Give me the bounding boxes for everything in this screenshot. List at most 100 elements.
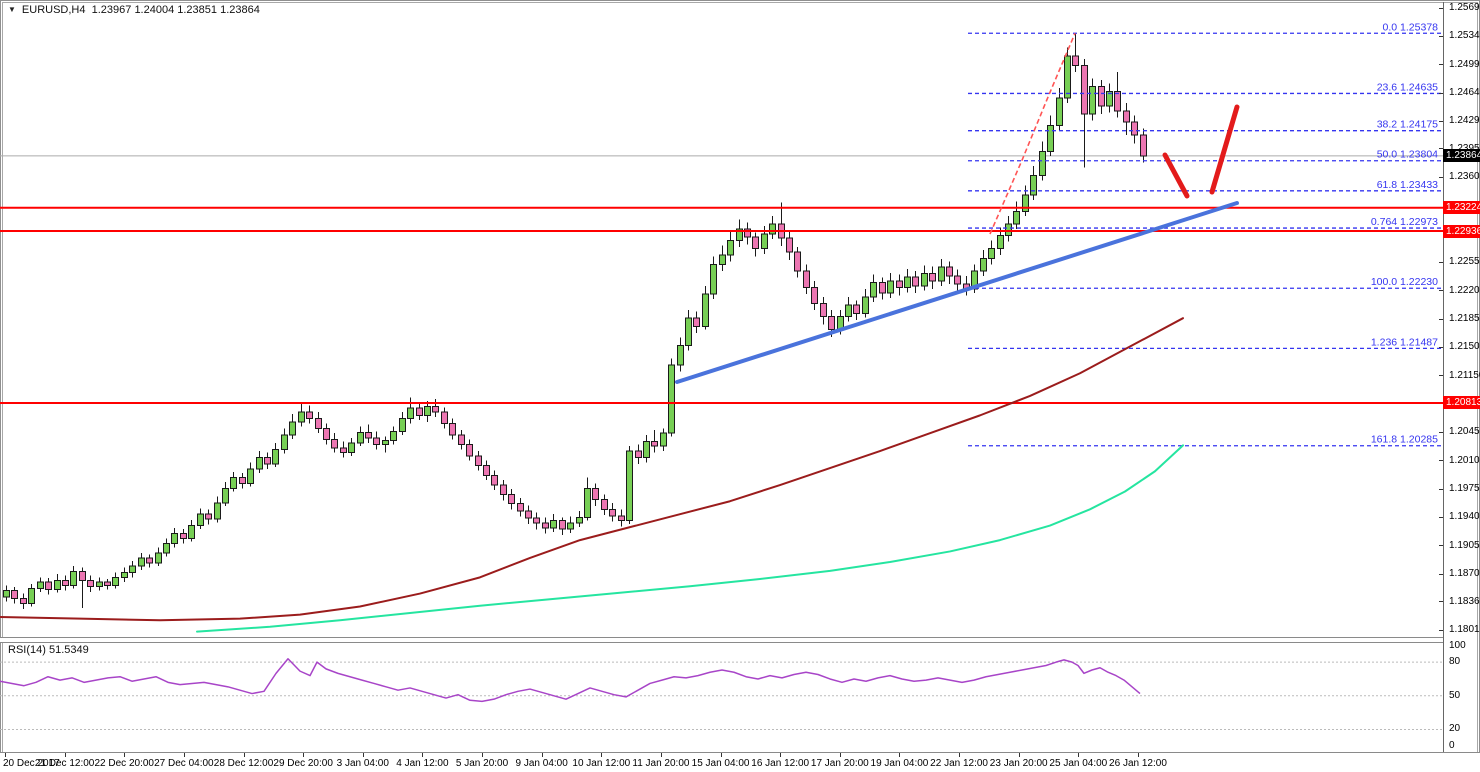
main-chart-canvas[interactable]: 0.0 1.25378 23.6 1.24635 38.2 1.24175 50.0 … [0, 0, 1445, 637]
candle-bear [542, 522, 549, 529]
price-tick-label: 1.19400 [1449, 511, 1480, 523]
candle-bear [373, 437, 380, 446]
candle-bear [331, 439, 338, 449]
price-tick-label: 1.22550 [1449, 256, 1480, 268]
candle-bear [744, 228, 751, 238]
time-tick-label: 23 Jan 20:00 [989, 758, 1048, 769]
candle-bull [138, 557, 145, 567]
symbol-period-label: EURUSD,H4 [21, 4, 86, 16]
candle-bull [1056, 97, 1063, 126]
candle-bear [104, 581, 111, 586]
price-tick-mark [1439, 120, 1443, 122]
candle-bear [693, 317, 700, 327]
time-tick-mark [5, 753, 6, 757]
price-tick-label: 1.18700 [1449, 568, 1480, 580]
rsi-panel-canvas[interactable] [0, 641, 1445, 752]
time-tick-mark [362, 753, 364, 757]
price-tick-mark [1439, 573, 1443, 575]
time-tick-mark [839, 753, 841, 757]
candle-bull [399, 418, 406, 433]
time-tick-mark [1137, 753, 1139, 757]
candle-bull [685, 317, 692, 347]
candle-bull [197, 513, 204, 527]
candle-bull [54, 580, 61, 591]
price-tick-mark [1439, 460, 1443, 462]
ma-slow-line [0, 317, 1184, 622]
candle-bear [315, 418, 322, 429]
price-tick-label: 1.18360 [1449, 595, 1480, 607]
candle-bear [559, 520, 566, 530]
price-tick-label: 1.21150 [1449, 369, 1480, 381]
candle-bull [550, 520, 557, 529]
candle-bull [214, 502, 221, 520]
candle-bull [155, 552, 162, 564]
time-tick-mark [780, 753, 782, 757]
candle-bull [626, 450, 633, 522]
time-tick-label: 20 Dec 2017 [3, 758, 60, 769]
chart-title-bar: ▼ EURUSD,H4 1.23967 1.24004 1.23851 1.238… [8, 4, 260, 18]
candles-series [3, 33, 1147, 609]
candle-bull [37, 581, 44, 590]
time-tick-mark [422, 753, 424, 757]
price-tick-mark [1439, 261, 1443, 263]
candle-bear [786, 237, 793, 253]
price-tick-label: 1.24290 [1449, 115, 1480, 127]
rally-dashed-line[interactable] [989, 32, 1076, 235]
rsi-axis-label: 80 [1449, 656, 1461, 668]
candle-bear [340, 447, 347, 454]
candle-bear [264, 456, 271, 465]
projection-arrow[interactable] [1162, 152, 1190, 199]
time-tick-label: 27 Dec 04:00 [154, 758, 214, 769]
candle-bull [980, 257, 987, 272]
candle-bull [988, 248, 995, 259]
time-tick-label: 9 Jan 04:00 [515, 758, 568, 769]
price-tick-mark [1439, 516, 1443, 518]
candle-bear [180, 533, 187, 539]
candle-bull [761, 233, 768, 250]
candle-bull [3, 589, 10, 598]
candle-bull [938, 266, 945, 282]
candle-bull [1030, 175, 1037, 196]
candle-bull [230, 477, 237, 489]
time-tick-mark [899, 753, 901, 757]
time-tick-label: 3 Jan 04:00 [336, 758, 389, 769]
price-tick-label: 1.23950 [1449, 143, 1480, 155]
time-axis[interactable]: 20 Dec 2017 21 Dec 12:00 22 Dec 20:00 27 De… [0, 752, 1480, 772]
time-tick-label: 15 Jan 04:00 [691, 758, 750, 769]
candle-bear [87, 580, 94, 587]
candle-bull [887, 280, 894, 294]
candle-bull [660, 432, 667, 447]
trendline[interactable] [675, 201, 1239, 385]
time-tick-label: 22 Jan 12:00 [930, 758, 988, 769]
candle-bull [1022, 194, 1029, 212]
price-tick-mark [1439, 629, 1443, 631]
projection-arrow[interactable] [1209, 104, 1240, 195]
candle-bull [727, 239, 734, 256]
candle-bull [1064, 55, 1071, 99]
candle-bull [997, 235, 1004, 250]
candle-bear [323, 427, 330, 441]
candle-bull [289, 421, 296, 436]
panel-splitter[interactable] [0, 637, 1443, 643]
candle-bull [643, 440, 650, 458]
fib-level-label: 0.0 1.25378 [1383, 21, 1439, 33]
price-tick-label: 1.25690 [1449, 2, 1480, 13]
rsi-value: 51.5349 [48, 644, 89, 656]
price-axis[interactable]: 1.25690 1.25340 1.24990 1.24640 1.24290 1.239… [1439, 0, 1480, 752]
candle-bear [432, 405, 439, 413]
time-tick-label: 29 Dec 20:00 [273, 758, 333, 769]
candle-bull [222, 487, 229, 504]
rsi-axis-label: 50 [1449, 689, 1461, 701]
candle-bear [1131, 121, 1138, 136]
price-tick-label: 1.25340 [1449, 30, 1480, 42]
time-tick-label: 28 Dec 12:00 [213, 758, 274, 769]
candle-bull [129, 565, 136, 573]
price-tick-mark [1439, 346, 1443, 348]
collapse-triangle-icon[interactable]: ▼ [8, 5, 16, 14]
price-tick-mark [1439, 290, 1443, 292]
candle-bull [171, 533, 178, 544]
candle-bear [79, 571, 86, 582]
time-tick-mark [720, 753, 722, 757]
time-tick-label: 5 Jan 20:00 [455, 758, 509, 769]
